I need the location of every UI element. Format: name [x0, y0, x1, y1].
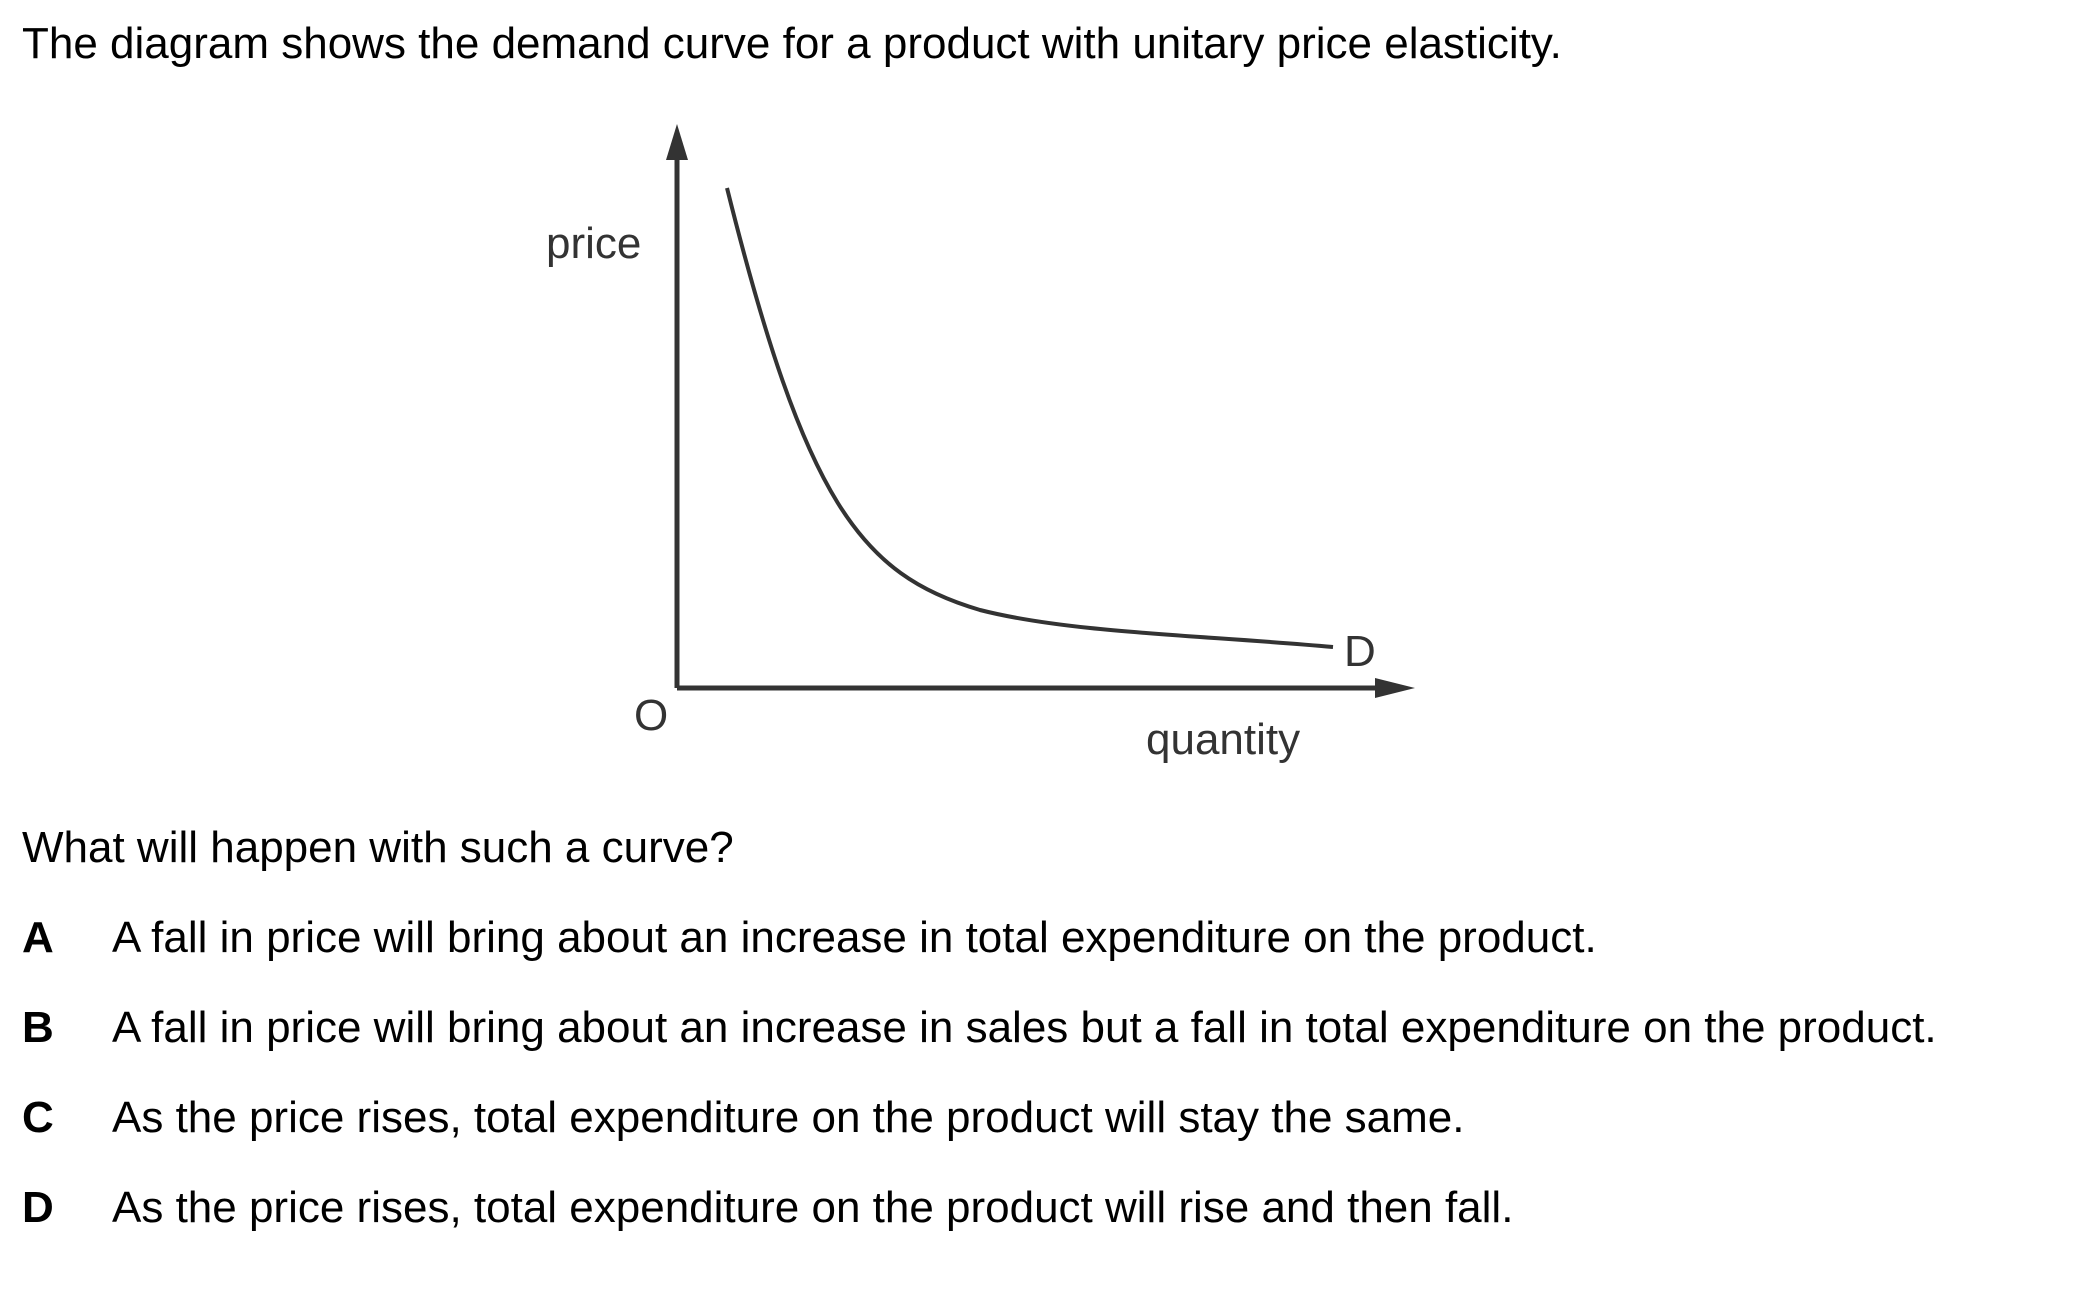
option-c-text: As the price rises, total expenditure on… [112, 1093, 1465, 1142]
demand-curve-diagram: price quantity O D [546, 124, 1415, 764]
curve-label: D [1344, 627, 1376, 676]
option-b[interactable]: B A fall in price will bring about an in… [22, 1002, 2022, 1054]
intro-text: The diagram shows the demand curve for a… [22, 19, 1562, 68]
origin-label: O [634, 691, 668, 740]
x-axis-arrow [1375, 678, 1415, 698]
option-d-key: D [22, 1183, 54, 1232]
demand-curve [725, 187, 1334, 649]
y-axis-label: price [546, 219, 641, 268]
question-text: What will happen with such a curve? [22, 823, 734, 872]
option-b-key: B [22, 1003, 54, 1052]
option-c-key: C [22, 1093, 54, 1142]
option-a-text: A fall in price will bring about an incr… [112, 913, 1597, 962]
answer-options: A A fall in price will bring about an in… [22, 912, 2022, 1272]
option-b-text: A fall in price will bring about an incr… [112, 1003, 1937, 1052]
option-a-key: A [22, 913, 54, 962]
option-a[interactable]: A A fall in price will bring about an in… [22, 912, 2022, 964]
option-c[interactable]: C As the price rises, total expenditure … [22, 1092, 2022, 1144]
option-d[interactable]: D As the price rises, total expenditure … [22, 1182, 2022, 1234]
y-axis-arrow [666, 124, 688, 160]
x-axis-label: quantity [1146, 715, 1300, 764]
option-d-text: As the price rises, total expenditure on… [112, 1183, 1514, 1232]
